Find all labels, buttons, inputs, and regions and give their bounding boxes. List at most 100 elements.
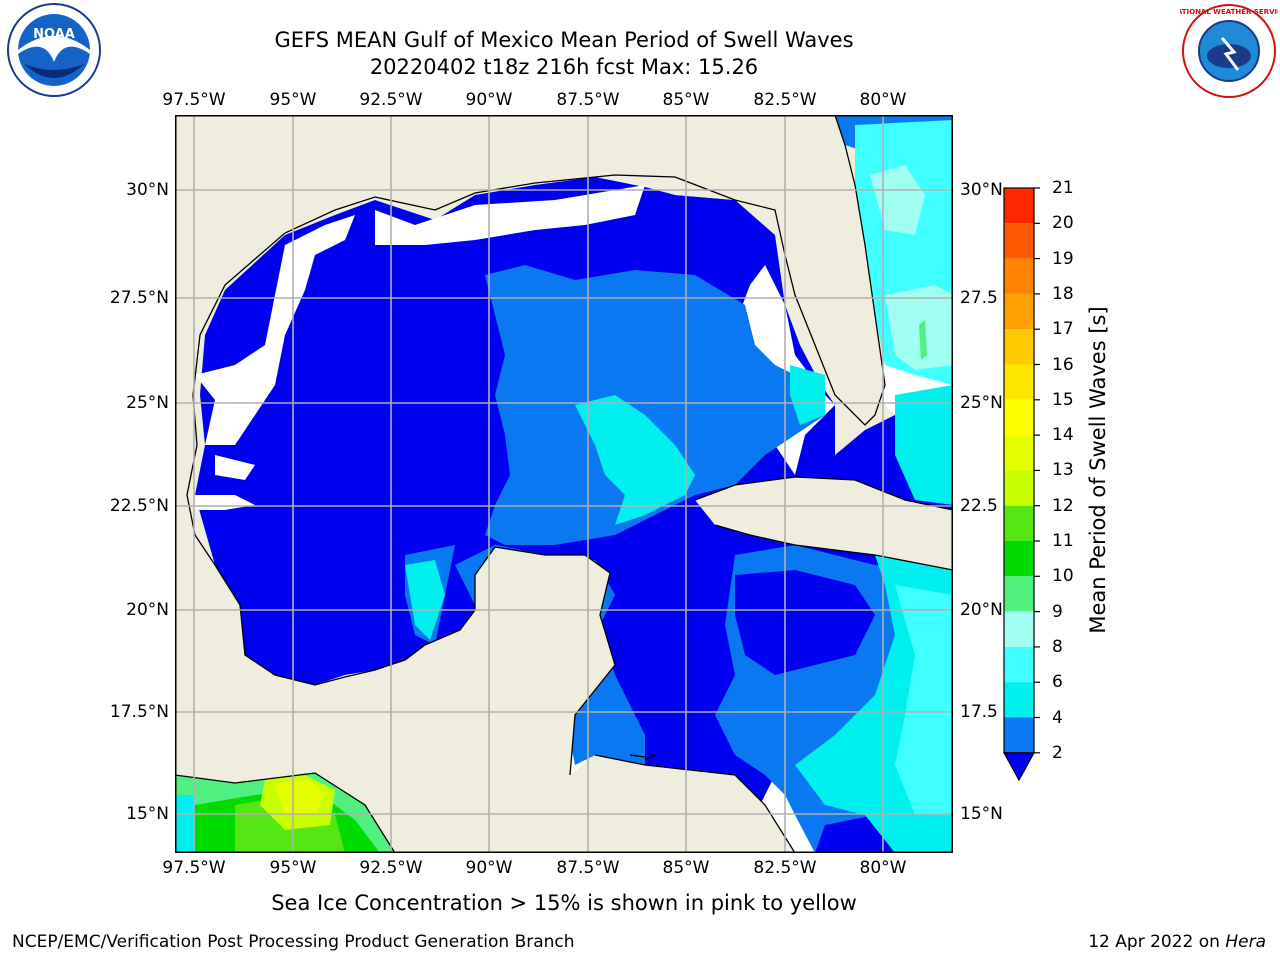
colorbar-tick-label: 17 <box>1052 319 1074 340</box>
colorbar-bin <box>1004 399 1034 436</box>
colorbar-tick-label: 14 <box>1052 425 1074 446</box>
colorbar-tick-label: 12 <box>1052 495 1074 516</box>
colorbar-bin <box>1004 646 1034 683</box>
lon-label-bottom: 90°W <box>465 858 513 878</box>
noaa-logo-text: NOAA <box>33 27 75 42</box>
lon-label-top: 92.5°W <box>359 90 423 110</box>
coastline <box>629 754 656 761</box>
no-data-coastal <box>215 455 255 480</box>
footer-date: 12 Apr 2022 on Hera <box>1088 932 1266 952</box>
period-8-9-region <box>885 285 953 370</box>
lat-label-right: 17.5 <box>960 702 998 722</box>
period-4-6-region <box>895 385 953 505</box>
lat-label-left: 20°N <box>126 600 169 620</box>
colorbar-bin <box>1004 682 1034 718</box>
lon-label-bottom: 85°W <box>662 858 710 878</box>
sea-ice-caption: Sea Ice Concentration > 15% is shown in … <box>271 891 857 915</box>
colorbar-tick-label: 4 <box>1052 707 1063 728</box>
colorbar-bin <box>1004 470 1034 506</box>
colorbar-bin <box>1004 364 1034 400</box>
colorbar-tick-label: 9 <box>1052 601 1063 622</box>
period-4-6-region <box>790 365 825 425</box>
land-cuba <box>695 477 953 570</box>
lon-label-bottom: 87.5°W <box>556 858 620 878</box>
map-panel <box>175 115 953 853</box>
map-subtitle: 20220402 t18z 216h fcst Max: 15.26 <box>369 55 759 79</box>
colorbar-bin <box>1004 611 1034 647</box>
coastline <box>714 524 953 571</box>
nws-logo-text: NATIONAL WEATHER SERVICE <box>1180 8 1278 16</box>
nws-logo: NATIONAL WEATHER SERVICE <box>1180 4 1278 98</box>
colorbar-tick-label: 21 <box>1052 178 1074 198</box>
lat-label-right: 22.5 <box>960 496 998 516</box>
colorbar-tick-label: 6 <box>1052 672 1063 693</box>
colorbar-tick-label: 19 <box>1052 248 1074 269</box>
coastline <box>186 174 676 776</box>
land-south-florida-tip <box>835 405 865 435</box>
lat-label-right: 25°N <box>960 393 1003 413</box>
colorbar-tick-label: 15 <box>1052 389 1074 410</box>
colorbar-under-arrow <box>1002 752 1036 782</box>
lat-label-left: 25°N <box>126 393 169 413</box>
no-data-coastal <box>195 215 355 445</box>
lon-label-top: 90°W <box>465 90 513 110</box>
colorbar-bin <box>1004 293 1034 330</box>
period-6-8-region <box>895 585 953 815</box>
graticule <box>175 115 953 853</box>
land-us-gulf-coast <box>175 115 675 685</box>
colorbar-bin <box>1004 717 1034 753</box>
period-4-6-region <box>405 560 445 640</box>
lat-label-left: 30°N <box>126 180 169 200</box>
colorbar-bin <box>1004 576 1034 612</box>
colorbar-tick-label: 11 <box>1052 531 1074 551</box>
colorbar-tick-label: 10 <box>1052 566 1074 587</box>
period-9-10-region <box>919 320 927 360</box>
colorbar-bin <box>1004 435 1034 471</box>
lat-label-right: 15°N <box>960 804 1003 824</box>
coastline <box>594 754 796 853</box>
period-4-6-region <box>175 795 195 853</box>
lat-label-left: 27.5°N <box>109 288 169 308</box>
period-2-4-region <box>485 265 825 545</box>
coastline <box>694 476 953 511</box>
footer-system: Hera <box>1225 932 1266 952</box>
colorbar-tick-label: 13 <box>1052 460 1074 481</box>
noaa-logo: NOAA <box>7 3 101 97</box>
colorbar-tick-label: 2 <box>1052 742 1063 763</box>
colorbar-tick-label: 16 <box>1052 354 1074 375</box>
no-data-coastal <box>375 185 645 245</box>
colorbar <box>1002 187 1040 782</box>
colorbar-title: Mean Period of Swell Waves [s] <box>1086 306 1110 634</box>
lat-label-right: 30°N <box>960 180 1003 200</box>
lon-label-top: 82.5°W <box>753 90 817 110</box>
footer-date-text: 12 Apr 2022 on <box>1088 932 1226 952</box>
footer-credit: NCEP/EMC/Verification Post Processing Pr… <box>12 932 575 952</box>
lon-label-top: 80°W <box>859 90 907 110</box>
lon-label-top: 85°W <box>662 90 710 110</box>
colorbar-bin <box>1004 541 1034 577</box>
colorbar-bin <box>1004 188 1034 224</box>
lon-label-top: 97.5°W <box>162 90 226 110</box>
colorbar-bin <box>1004 258 1034 294</box>
coastline <box>175 772 396 853</box>
coastline <box>674 115 886 426</box>
lat-label-left: 22.5°N <box>109 496 169 516</box>
lon-label-bottom: 95°W <box>269 858 317 878</box>
lat-label-left: 15°N <box>126 804 169 824</box>
colorbar-tick-label: 8 <box>1052 636 1063 657</box>
lat-label-left: 17.5°N <box>109 702 169 722</box>
colorbar-bin <box>1004 329 1034 365</box>
map-frame <box>175 115 953 853</box>
lat-label-right: 20°N <box>960 600 1003 620</box>
colorbar-bin <box>1004 223 1034 259</box>
colorbar-tick-label: 20 <box>1052 213 1074 234</box>
lon-label-top: 95°W <box>269 90 317 110</box>
lon-label-top: 87.5°W <box>556 90 620 110</box>
period-13-14-region <box>275 780 325 815</box>
colorbar-tick-label: 18 <box>1052 283 1074 304</box>
lon-label-bottom: 97.5°W <box>162 858 226 878</box>
period-0-2-region <box>735 570 875 675</box>
lon-label-bottom: 92.5°W <box>359 858 423 878</box>
period-4-6-region <box>575 395 695 525</box>
lon-label-bottom: 80°W <box>859 858 907 878</box>
